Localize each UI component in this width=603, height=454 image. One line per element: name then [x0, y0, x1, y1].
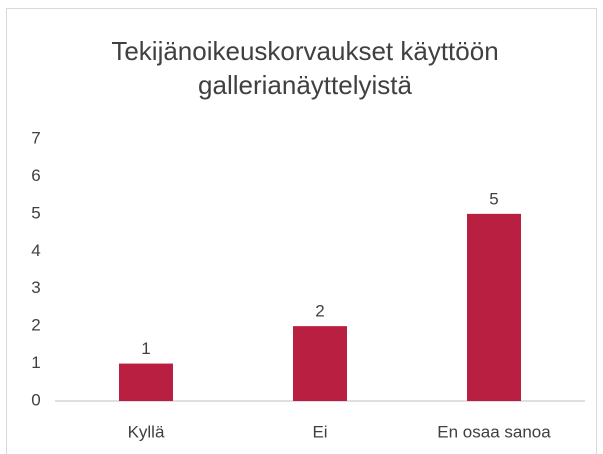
- y-tick-label: 4: [31, 241, 40, 260]
- data-label: 5: [489, 189, 498, 208]
- y-tick-label: 6: [31, 166, 40, 185]
- data-label: 1: [141, 339, 150, 358]
- data-label: 2: [315, 302, 324, 321]
- y-tick-label: 5: [31, 203, 40, 222]
- y-tick-label: 3: [31, 278, 40, 297]
- x-tick-label: En osaa sanoa: [437, 422, 551, 441]
- chart-title: Tekijänoikeuskorvaukset käyttöön galleri…: [111, 36, 499, 100]
- y-tick-label: 0: [31, 390, 40, 409]
- bar: [293, 326, 347, 401]
- x-tick-label: Ei: [312, 422, 327, 441]
- chart-border: [6, 8, 597, 454]
- y-tick-label: 1: [31, 353, 40, 372]
- bar: [467, 213, 521, 401]
- y-tick-label: 2: [31, 316, 40, 335]
- bar: [119, 363, 173, 401]
- y-tick-label: 7: [31, 128, 40, 147]
- x-tick-label: Kyllä: [128, 422, 165, 441]
